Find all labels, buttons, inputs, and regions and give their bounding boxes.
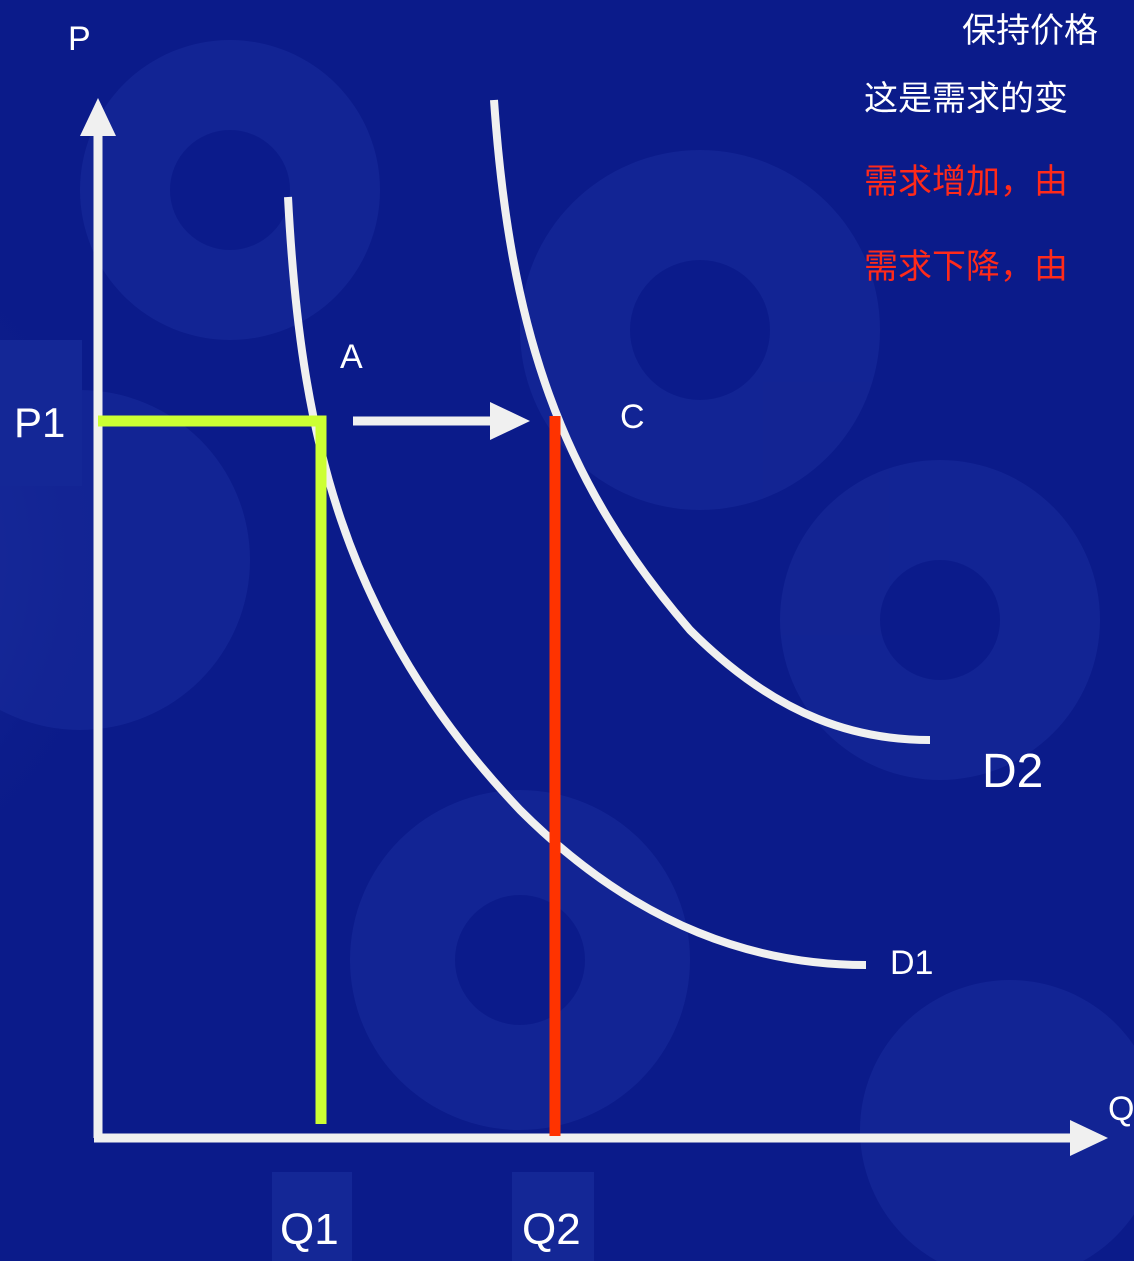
- curve-d2: [490, 99, 931, 744]
- point-c-label: C: [620, 398, 645, 436]
- p1-label-box: [0, 340, 82, 486]
- text-line-4: 需求下降，由: [864, 247, 1068, 287]
- x-axis-label: Q: [1108, 1090, 1134, 1128]
- q2-label-box: [512, 1172, 594, 1261]
- price-label-p1: P1: [14, 399, 66, 446]
- q1-label-box: [272, 1172, 352, 1261]
- curve-d2-label: D2: [982, 745, 1044, 798]
- x-axis-arrow-icon: [1070, 1120, 1108, 1156]
- text-line-3: 需求增加，由: [864, 162, 1068, 202]
- shift-arrow-head-icon: [490, 402, 530, 440]
- text-line-1: 保持价格: [962, 11, 1098, 51]
- curve-d1-label: D1: [890, 944, 934, 982]
- quantity-label-q1: Q1: [280, 1205, 339, 1254]
- curve-d1: [284, 196, 867, 969]
- quantity-label-q2: Q2: [522, 1205, 581, 1254]
- y-axis-label: P: [68, 20, 91, 58]
- point-a-label: A: [340, 338, 363, 376]
- q1-guide-line: [98, 415, 327, 1124]
- text-line-2: 这是需求的变: [864, 79, 1068, 119]
- y-axis-arrow-icon: [80, 98, 116, 136]
